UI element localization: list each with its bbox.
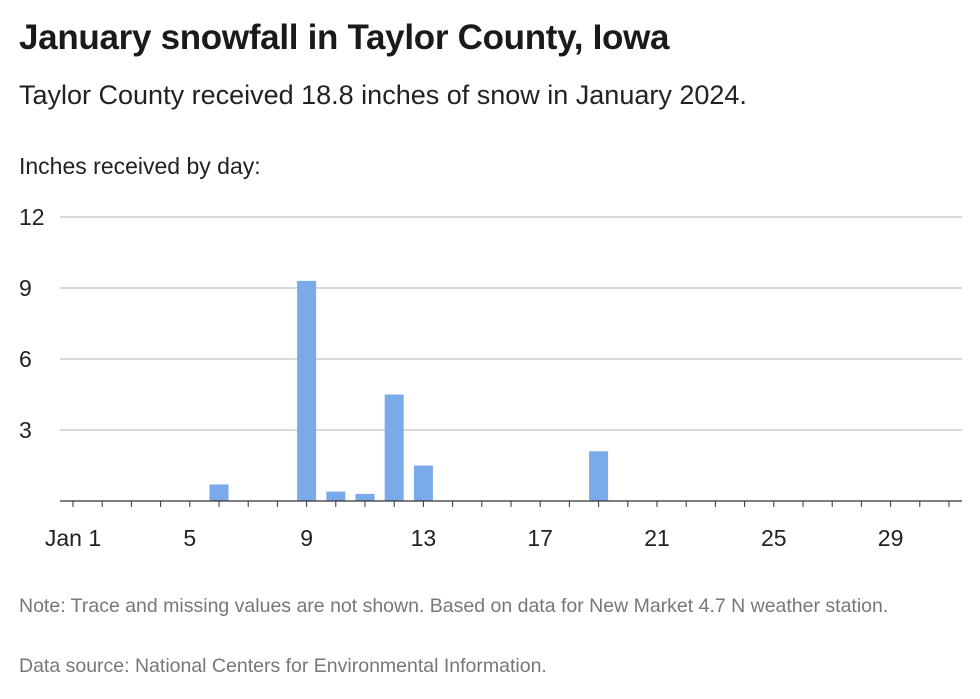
- bar-jan-19: [589, 451, 609, 501]
- x-tick-label: 29: [878, 525, 904, 551]
- bar-jan-9: [297, 280, 317, 501]
- y-axis-label: Inches received by day:: [19, 153, 261, 179]
- chart-note: Note: Trace and missing values are not s…: [19, 595, 889, 617]
- bar-jan-10: [326, 491, 346, 501]
- y-tick-label: 6: [19, 346, 32, 372]
- chart-title: January snowfall in Taylor County, Iowa: [19, 18, 670, 57]
- x-tick-label: 21: [644, 525, 670, 551]
- bar-jan-13: [413, 465, 433, 501]
- y-tick-label: 3: [19, 417, 32, 443]
- y-tick-label: 9: [19, 275, 32, 301]
- bar-jan-11: [355, 493, 375, 501]
- bar-jan-12: [384, 394, 404, 501]
- x-tick-label: 13: [411, 525, 437, 551]
- x-tick-label: 17: [527, 525, 553, 551]
- y-tick-label: 12: [19, 204, 45, 230]
- x-tick-label: Jan 1: [45, 525, 101, 551]
- bar-jan-6: [209, 484, 229, 501]
- chart-subtitle: Taylor County received 18.8 inches of sn…: [19, 80, 747, 110]
- data-source: Data source: National Centers for Enviro…: [19, 655, 547, 677]
- x-tick-label: 5: [183, 525, 196, 551]
- x-tick-label: 9: [300, 525, 313, 551]
- x-tick-label: 25: [761, 525, 787, 551]
